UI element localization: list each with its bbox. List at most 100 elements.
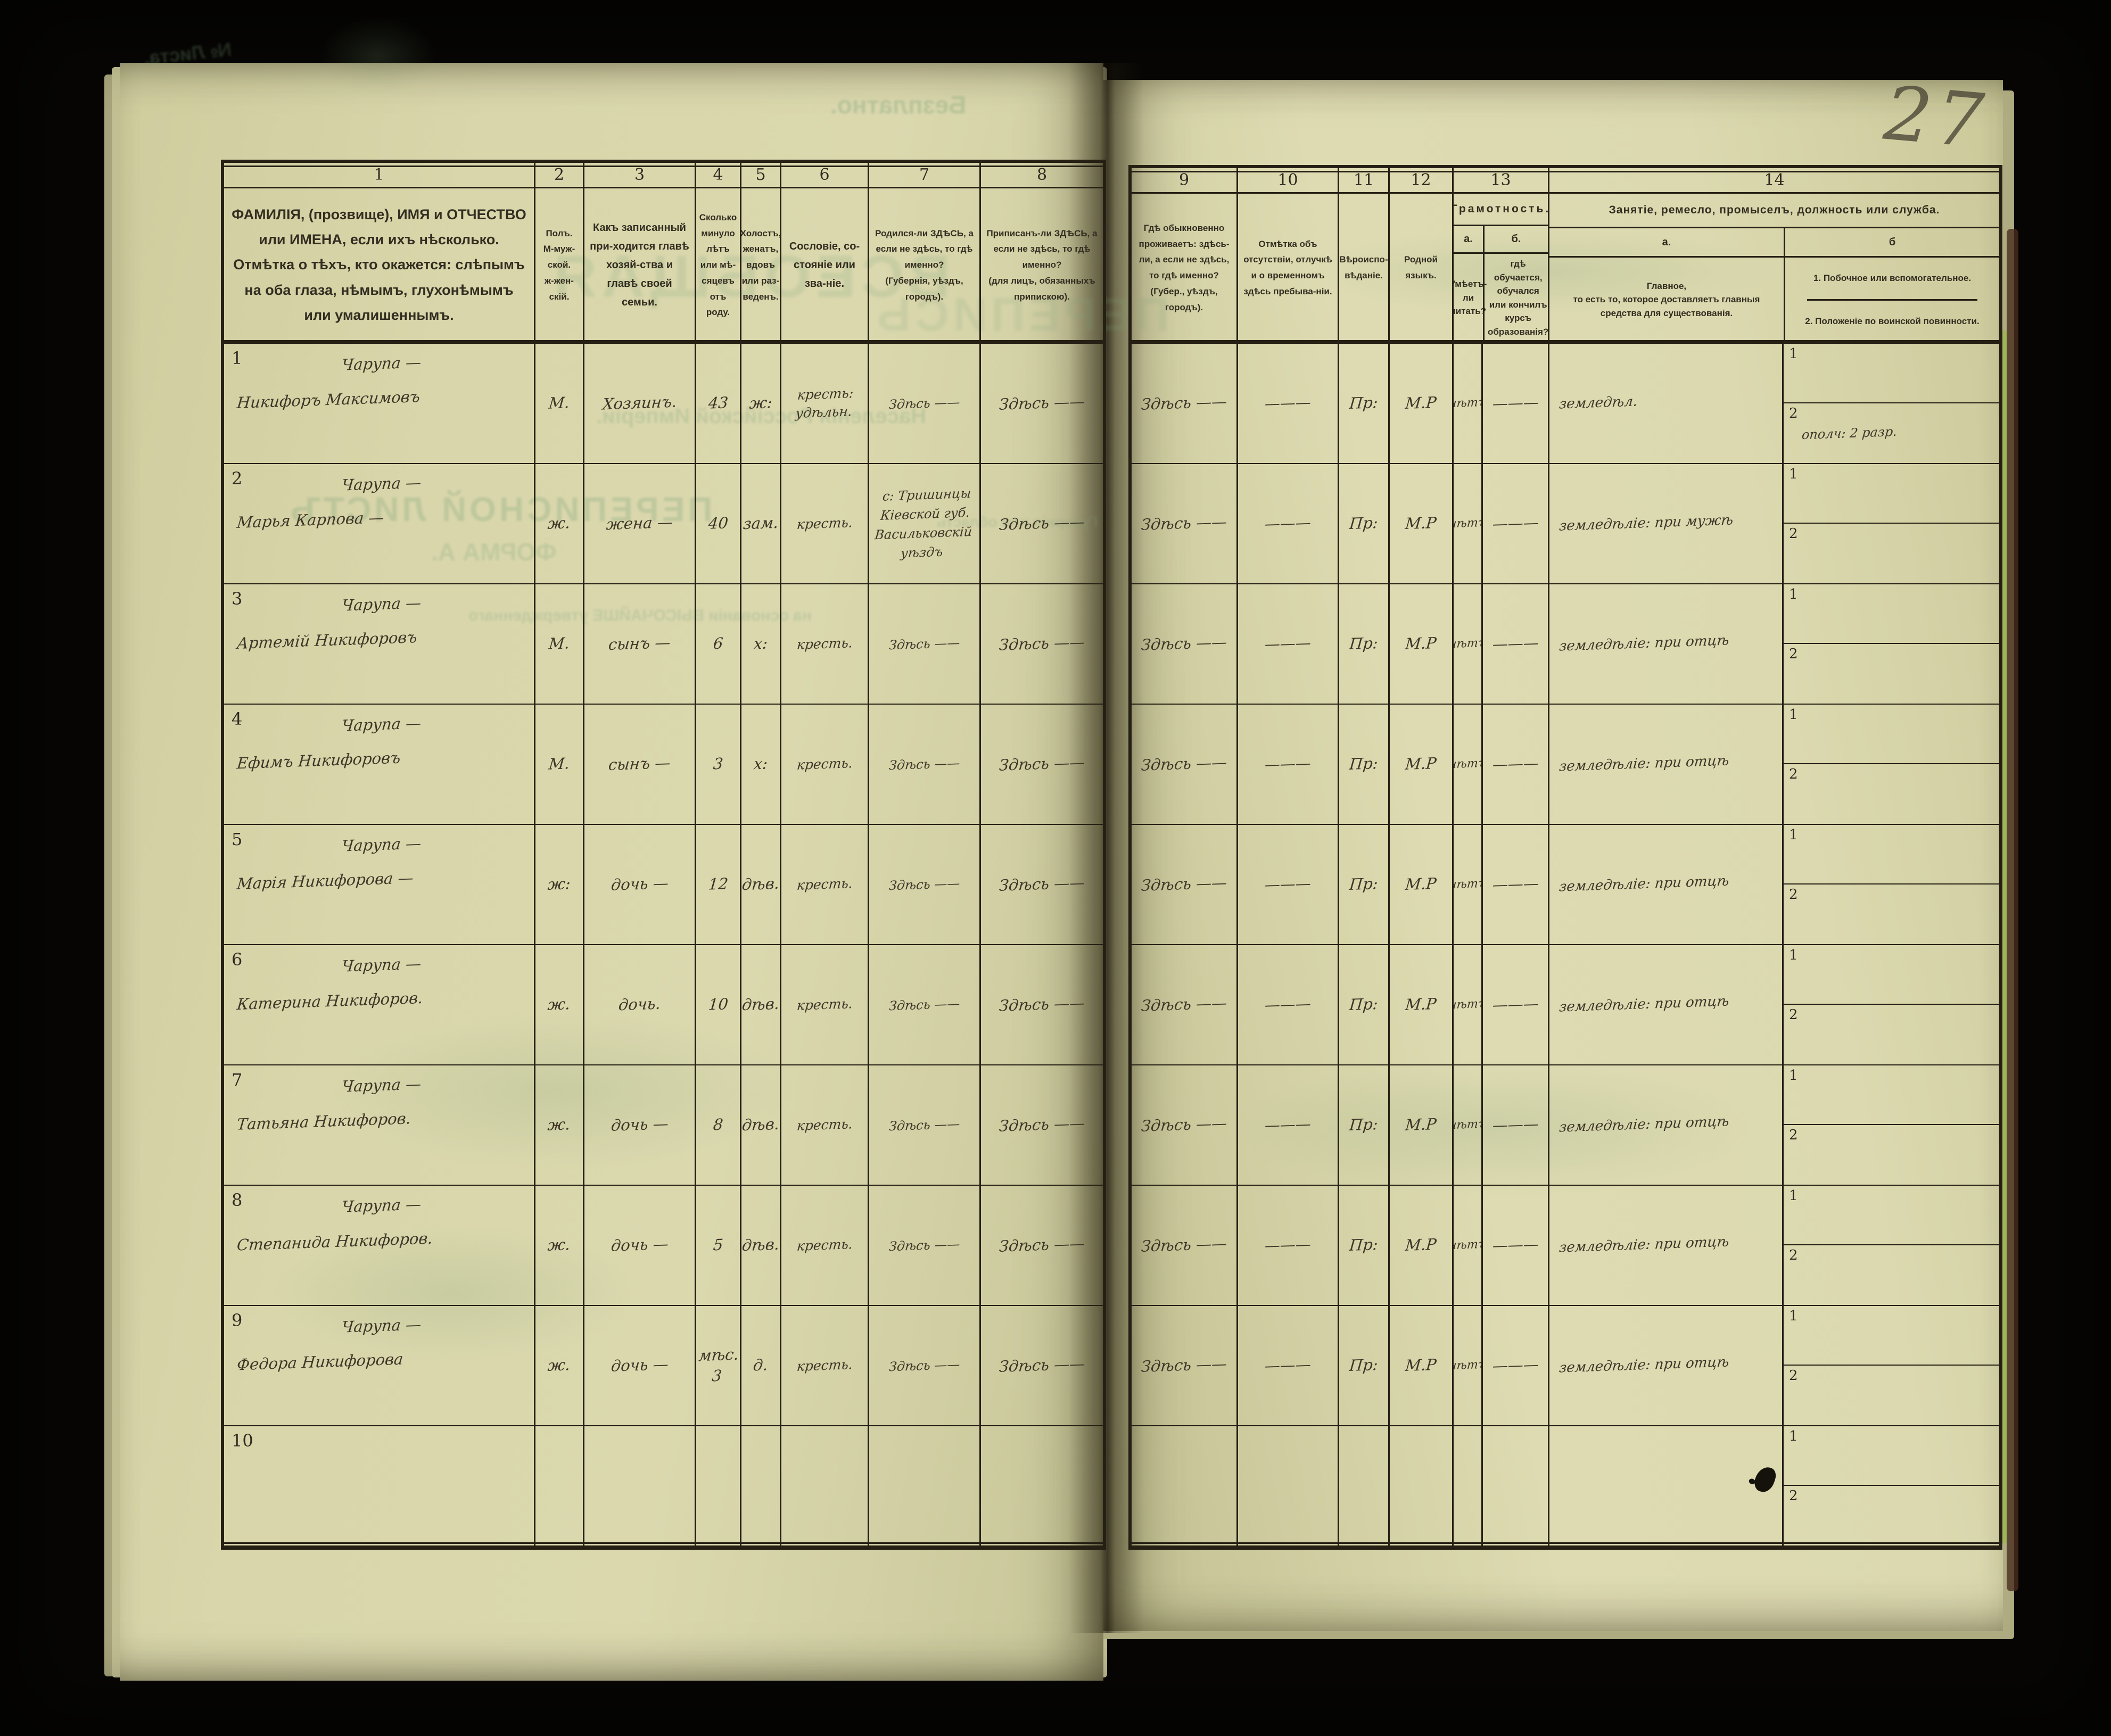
cell-birthplace: Здѣсь —— [869, 344, 981, 464]
cell-occupation-main: земледѣліе: при отцѣ [1549, 1065, 1784, 1186]
col-header-age: Сколько минуло лѣтъ или мѣ-сяцевъ отъ ро… [696, 188, 741, 344]
cell-literacy-a [1454, 1426, 1483, 1547]
col-header-estate: Сословіе, со-стояніе или зва-ніе. [781, 188, 869, 344]
cell-sex: М. [535, 705, 584, 825]
col-number: 12 [1390, 168, 1454, 194]
cell-relation: дочь — [584, 1065, 696, 1186]
occupation-a-label: а. [1662, 236, 1671, 248]
cell-name: 1 Чарупа — Никифоръ Максимовъ [224, 344, 535, 464]
side-occupation-sub1: 1 [1784, 825, 1999, 884]
cell-occupation-main: земледѣліе: при отцѣ [1549, 1186, 1784, 1306]
cell-marital: дѣв. [741, 825, 781, 945]
cell-ascription: Здѣсь —— [981, 705, 1103, 825]
cell-residence: Здѣсь —— [1132, 945, 1238, 1065]
cell-literacy-b: ——— [1483, 584, 1549, 705]
col-number: 4 [696, 163, 741, 188]
side-occupation-sub1: 1 [1784, 945, 1999, 1005]
cell-literacy-b: ——— [1483, 705, 1549, 825]
cell-ascription: Здѣсь —— [981, 1306, 1103, 1426]
name-handwriting: Татьяна Никифоров. [236, 1109, 412, 1134]
cell-residence: Здѣсь —— [1132, 1306, 1238, 1426]
cell-name: 4 Чарупа — Ефимъ Никифоровъ [224, 705, 535, 825]
sub-number-1: 1 [1789, 466, 1798, 482]
cell-age: 12 [696, 825, 741, 945]
literacy-b-label: б. [1483, 226, 1548, 252]
side-occupation-sub1: 1 [1784, 1186, 1999, 1245]
cell-absence [1238, 1426, 1339, 1547]
col-number: 5 [741, 163, 781, 188]
cell-literacy-b: ——— [1483, 1306, 1549, 1426]
cell-faith: Пр: [1339, 705, 1390, 825]
side-occupation-sub2: 2 [1784, 764, 1999, 824]
cell-estate: кресть. [781, 825, 869, 945]
cell-name: 5 Чарупа — Марія Никифорова — [224, 825, 535, 945]
cell-residence: Здѣсь —— [1132, 705, 1238, 825]
sub-number-1: 1 [1789, 1068, 1798, 1084]
name-handwriting: Степанида Никифоров. [236, 1229, 434, 1254]
cell-relation: дочь — [584, 825, 696, 945]
sub-number-2: 2 [1789, 1488, 1798, 1504]
cell-residence: Здѣсь —— [1132, 464, 1238, 584]
cell-absence: ——— [1238, 464, 1339, 584]
row-number: 4 [232, 709, 243, 729]
row-number: 6 [232, 949, 243, 970]
col-number: 3 [584, 163, 696, 188]
cell-faith: Пр: [1339, 584, 1390, 705]
occupation-title: Занятіе, ремесло, промыселъ, должность и… [1549, 194, 1999, 228]
col-number: 10 [1238, 168, 1339, 194]
cell-faith: Пр: [1339, 464, 1390, 584]
cell-marital: зам. [741, 464, 781, 584]
col-number: 2 [535, 163, 584, 188]
cell-literacy-a: нѣтъ [1454, 344, 1483, 464]
cell-occupation-main: земледѣліе: при отцѣ [1549, 1306, 1784, 1426]
cell-relation: жена — [584, 464, 696, 584]
name-handwriting: Ефимъ Никифоровъ [236, 748, 401, 773]
col-header-name: ФАМИЛІЯ, (прозвище), ИМЯ и ОТЧЕСТВО или … [224, 188, 535, 344]
row-number: 8 [232, 1190, 243, 1210]
col-header-marital: Холостъ, женатъ, вдовъ или раз-веденъ. [741, 188, 781, 344]
side-occupation-sub1: 1 [1784, 464, 1999, 524]
col-number: 6 [781, 163, 869, 188]
cell-literacy-a: нѣтъ [1454, 1186, 1483, 1306]
cell-residence: Здѣсь —— [1132, 825, 1238, 945]
cell-sex: ж. [535, 464, 584, 584]
surname-handwriting: Чарупа — [341, 1074, 422, 1096]
cell-relation: дочь — [584, 1306, 696, 1426]
col-header-birthplace: Родился-ли ЗДѢСЬ, а если не здѣсь, то гд… [869, 188, 981, 344]
cell-sex: ж: [535, 825, 584, 945]
cell-birthplace [869, 1426, 981, 1547]
sub-number-1: 1 [1789, 827, 1798, 843]
cell-absence: ——— [1238, 1186, 1339, 1306]
side-occupation-sub1: 1 [1784, 1426, 1999, 1486]
cell-ascription: Здѣсь —— [981, 1065, 1103, 1186]
col-header-language: Родной языкъ. [1390, 194, 1454, 344]
cell-language: М.Р [1390, 825, 1454, 945]
col-number: 8 [981, 163, 1103, 188]
cell-literacy-b: ——— [1483, 945, 1549, 1065]
cell-occupation-main: земледѣліе: при отцѣ [1549, 705, 1784, 825]
cell-name: 9 Чарупа — Федора Никифорова [224, 1306, 535, 1426]
side-occupation-sub2: 2 [1784, 1486, 1999, 1545]
side-occupation-sub1: 1 [1784, 1306, 1999, 1366]
cell-name: 3 Чарупа — Артемій Никифоровъ [224, 584, 535, 705]
cell-literacy-b [1483, 1426, 1549, 1547]
cell-sex: ж. [535, 1306, 584, 1426]
row-number: 7 [232, 1070, 243, 1090]
cell-occupation-main: земледѣліе: при отцѣ [1549, 825, 1784, 945]
cell-literacy-a: нѣтъ [1454, 464, 1483, 584]
side-occupation-sub2: 2 ополч: 2 разр. [1784, 403, 1999, 463]
cell-language: М.Р [1390, 1306, 1454, 1426]
cell-age: 3 [696, 705, 741, 825]
left-page [120, 63, 1103, 1681]
cell-absence: ——— [1238, 344, 1339, 464]
cell-marital: х: [741, 584, 781, 705]
cell-marital: дѣв. [741, 1186, 781, 1306]
cell-estate: кресть. [781, 1065, 869, 1186]
side-occupation-sub2: 2 [1784, 884, 1999, 944]
cell-ascription: Здѣсь —— [981, 1186, 1103, 1306]
census-table-left: 1 2 3 4 5 6 7 8 ФАМИЛІЯ, (прозвище), ИМЯ… [221, 160, 1106, 1550]
row-number: 3 [232, 589, 243, 609]
occupation-b-item1: 1. Побочное или вспомогательное. [1807, 258, 1978, 301]
name-handwriting: Марья Карпова — [236, 508, 385, 532]
